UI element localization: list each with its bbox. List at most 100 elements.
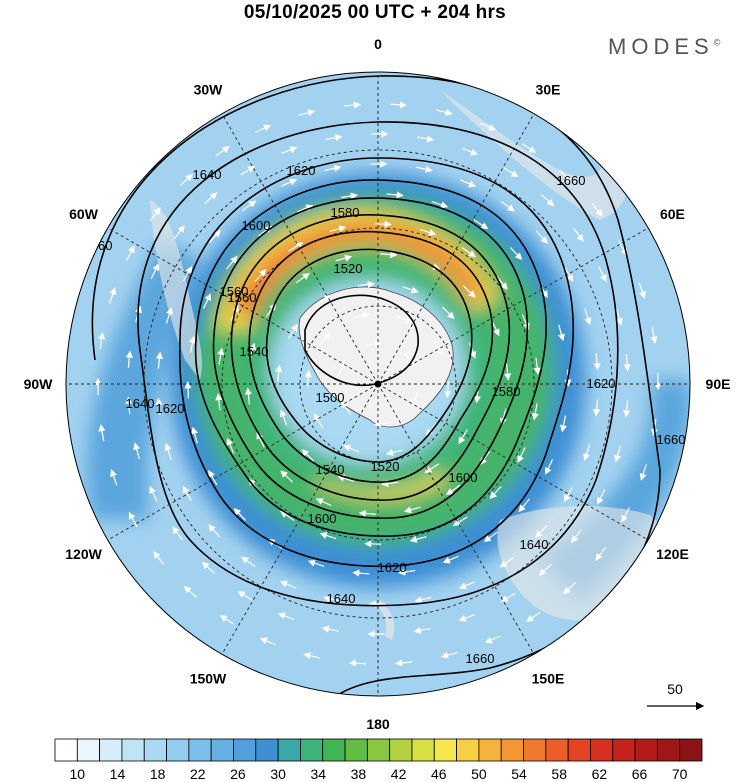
- contour-label: 1640: [193, 167, 222, 182]
- wind-arrow: [110, 469, 118, 486]
- wind-arrow: [215, 146, 230, 157]
- colorbar-swatch: [656, 738, 681, 762]
- wind-arrow: [150, 263, 159, 279]
- wind-arrow: [275, 364, 283, 382]
- wind-arrow: [458, 581, 475, 590]
- colorbar-swatch: [300, 738, 324, 762]
- colorbar-tick-label: 38: [351, 766, 367, 782]
- colorbar-swatch: [277, 738, 301, 762]
- wind-arrow: [571, 528, 583, 544]
- longitude-label: 90W: [24, 376, 54, 392]
- wind-arrow: [419, 228, 437, 236]
- colorbar-swatch: [210, 738, 234, 762]
- wind-arrow: [340, 400, 352, 415]
- wind-arrow: [298, 109, 316, 117]
- colorbar-swatch: [76, 738, 101, 762]
- wind-arrow: [258, 225, 273, 237]
- wind-arrow: [295, 272, 310, 284]
- wind-arrow: [240, 165, 256, 176]
- colorbar: 10 14 18 22 26 30 34 38 42 46 50 54 58 62 66 70: [54, 738, 703, 782]
- wind-reference-label: 50: [667, 681, 683, 697]
- wind-arrow: [343, 444, 360, 453]
- colorbar-swatch: [456, 738, 480, 762]
- wind-arrow: [458, 429, 468, 445]
- wind-arrow: [155, 397, 163, 415]
- longitude-label: 180: [366, 716, 390, 732]
- graticule: [66, 72, 690, 696]
- colorbar-tick-label: 10: [70, 766, 86, 782]
- map-border: [65, 71, 691, 697]
- wind-arrow: [373, 420, 391, 428]
- wind-arrow: [446, 484, 461, 496]
- contour-label: 1560: [220, 284, 249, 299]
- colorbar-swatch: [500, 738, 524, 762]
- contour-1660: [91, 75, 661, 696]
- wind-arrow: [468, 342, 477, 359]
- wind-arrow: [149, 486, 158, 502]
- copyright-mark: ©: [713, 37, 721, 48]
- wind-arrow: [279, 580, 296, 589]
- wind-arrow: [208, 229, 221, 243]
- wind-arrow: [460, 179, 477, 188]
- colorbar-swatch: [389, 738, 413, 762]
- colorbar-tick-label: 30: [270, 766, 286, 782]
- contour-label: 1540: [316, 462, 345, 477]
- contour-label: 1600: [449, 470, 478, 485]
- wind-arrow: [182, 485, 192, 502]
- wind-arrow: [395, 659, 413, 667]
- wind-arrow: [503, 167, 519, 178]
- wind-arrow: [573, 227, 584, 242]
- wind-arrow: [259, 637, 276, 646]
- colorbar-tick-label: 26: [230, 766, 246, 782]
- wind-arrow: [202, 293, 212, 309]
- wind-arrow: [414, 596, 432, 604]
- meridian-line: [221, 383, 379, 655]
- wind-arrow: [598, 266, 607, 282]
- colorbar-tick-label: 50: [471, 766, 487, 782]
- wind-arrow: [615, 308, 623, 326]
- wind-arrow: [639, 464, 647, 481]
- wind-arrow: [204, 192, 218, 205]
- contour-label: 1660: [657, 432, 686, 447]
- wind-arrow: [244, 387, 252, 405]
- wind-arrow: [559, 415, 567, 433]
- wind-arrow: [563, 582, 577, 595]
- wind-arrow: [563, 486, 573, 503]
- wind-arrow: [499, 556, 514, 568]
- wind-arrow: [531, 403, 539, 421]
- contour-1560: [230, 214, 511, 501]
- wind-arrow: [390, 101, 408, 109]
- wind-arrow: [172, 526, 183, 541]
- wind-arrow: [597, 489, 606, 505]
- contour-label: 1540: [240, 344, 269, 359]
- wind-arrow: [623, 400, 631, 418]
- wind-arrow: [217, 347, 225, 365]
- wind-arrow: [614, 445, 621, 463]
- wind-arrow: [109, 287, 117, 304]
- wind-arrow: [500, 200, 515, 212]
- wind-arrow: [595, 546, 607, 561]
- contour-1640: [137, 121, 619, 607]
- contour-label: 1660: [466, 651, 495, 666]
- wind-arrow: [441, 306, 455, 320]
- wind-arrow: [410, 391, 419, 409]
- wind-arrow: [254, 268, 267, 283]
- contour-1540: [248, 230, 494, 483]
- wind-arrow: [504, 363, 512, 381]
- colorbar-swatch: [99, 738, 123, 762]
- wind-arrow: [396, 315, 413, 324]
- meridian-line: [107, 383, 379, 541]
- contour-1520: [265, 248, 473, 463]
- colorbar-tick-label: 22: [190, 766, 206, 782]
- wind-arrow: [592, 399, 601, 417]
- wind-arrow: [304, 369, 312, 388]
- wind-arrow: [386, 191, 404, 199]
- contour-labels: 1500152015201540154015601560158015801600…: [84, 163, 686, 666]
- colorbar-swatch: [567, 738, 591, 762]
- wind-arrow: [584, 308, 592, 325]
- wind-arrow: [241, 556, 256, 568]
- wind-arrow: [365, 340, 383, 348]
- wind-arrow: [237, 590, 253, 601]
- south-pole-marker: [374, 380, 382, 388]
- wind-arrow: [249, 342, 257, 360]
